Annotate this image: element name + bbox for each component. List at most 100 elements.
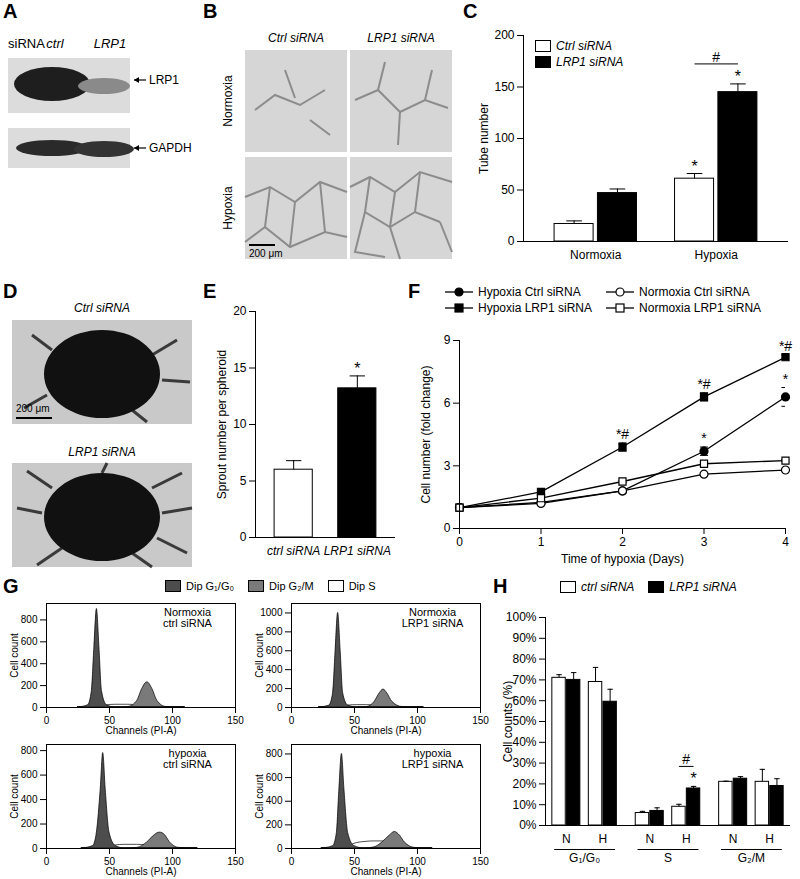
svg-text:0: 0	[508, 234, 515, 248]
svg-text:1: 1	[538, 535, 545, 549]
svg-text:9: 9	[444, 333, 451, 347]
svg-text:NormoxiaLRP1 siRNA: NormoxiaLRP1 siRNA	[402, 606, 464, 629]
svg-text:100%: 100%	[506, 610, 537, 624]
svg-text:Channels (PI-A): Channels (PI-A)	[350, 866, 421, 877]
svg-text:50: 50	[501, 183, 515, 197]
svg-text:0: 0	[44, 715, 50, 726]
svg-text:400: 400	[266, 795, 283, 806]
svg-text:40%: 40%	[512, 735, 536, 749]
svg-text:*: *	[701, 430, 707, 446]
svg-text:15: 15	[233, 361, 247, 375]
svg-text:Normoxiactrl siRNA: Normoxiactrl siRNA	[163, 606, 213, 629]
svg-text:Tube number: Tube number	[477, 103, 491, 174]
svg-text:Cell count: Cell count	[254, 774, 265, 819]
svg-text:150: 150	[494, 80, 514, 94]
svg-text:*#: *#	[616, 426, 629, 442]
svg-text:*: *	[354, 360, 360, 377]
svg-text:hypoxiaLRP1 siRNA: hypoxiaLRP1 siRNA	[402, 747, 464, 770]
svg-text:200: 200	[21, 818, 38, 829]
svg-text:N: N	[645, 832, 654, 846]
svg-text:*: *	[735, 68, 741, 85]
svg-text:0: 0	[32, 702, 38, 713]
svg-text:siRNA: siRNA	[8, 36, 45, 51]
svg-text:10: 10	[233, 417, 247, 431]
svg-text:LRP1 siRNA: LRP1 siRNA	[324, 544, 391, 558]
svg-text:150: 150	[227, 856, 244, 867]
svg-text:#: #	[682, 751, 690, 767]
svg-text:Ctrl siRNA: Ctrl siRNA	[74, 301, 130, 315]
svg-text:*#: *#	[779, 338, 792, 354]
svg-text:5: 5	[240, 474, 247, 488]
svg-text:Cell number (fold change): Cell number (fold change)	[419, 365, 433, 503]
svg-text:Ctrl siRNA: Ctrl siRNA	[268, 31, 324, 45]
svg-text:Normoxia: Normoxia	[570, 248, 622, 262]
svg-text:6: 6	[444, 396, 451, 410]
svg-text:Normoxia: Normoxia	[221, 75, 235, 127]
svg-text:200: 200	[494, 28, 514, 42]
svg-text:60%: 60%	[512, 694, 536, 708]
svg-text:600: 600	[21, 636, 38, 647]
svg-text:20%: 20%	[512, 777, 536, 791]
svg-text:H: H	[765, 832, 774, 846]
svg-text:100: 100	[494, 131, 514, 145]
svg-text:#: #	[712, 49, 720, 65]
svg-text:0: 0	[277, 843, 283, 854]
svg-text:90%: 90%	[512, 631, 536, 645]
svg-text:*: *	[783, 371, 789, 387]
svg-text:600: 600	[266, 645, 283, 656]
svg-text:200: 200	[266, 683, 283, 694]
svg-text:80%: 80%	[512, 652, 536, 666]
svg-text:2: 2	[619, 535, 626, 549]
svg-text:Cell count: Cell count	[9, 633, 20, 678]
svg-text:Sprout number per spheroid: Sprout number per spheroid	[215, 350, 229, 499]
svg-text:N: N	[562, 832, 571, 846]
svg-text:1000: 1000	[260, 607, 283, 618]
svg-text:3: 3	[701, 535, 708, 549]
svg-text:*: *	[690, 770, 696, 787]
svg-text:N: N	[729, 832, 738, 846]
svg-text:0: 0	[44, 856, 50, 867]
svg-text:150: 150	[472, 715, 489, 726]
svg-text:400: 400	[266, 664, 283, 675]
svg-text:200: 200	[21, 680, 38, 691]
svg-text:0: 0	[240, 530, 247, 544]
svg-text:4: 4	[782, 535, 789, 549]
svg-text:LRP1: LRP1	[149, 73, 179, 87]
svg-text:0: 0	[456, 535, 463, 549]
svg-text:400: 400	[21, 794, 38, 805]
svg-text:20: 20	[233, 304, 247, 318]
svg-text:Hypoxia: Hypoxia	[221, 186, 235, 230]
svg-text:*#: *#	[697, 376, 710, 392]
svg-text:70%: 70%	[512, 673, 536, 687]
svg-text:0: 0	[32, 843, 38, 854]
svg-text:Channels (PI-A): Channels (PI-A)	[105, 866, 176, 877]
svg-text:LRP1: LRP1	[94, 36, 127, 51]
svg-text:Hypoxia: Hypoxia	[695, 248, 739, 262]
svg-text:ctrl: ctrl	[46, 36, 64, 51]
svg-text:H: H	[599, 832, 608, 846]
svg-text:200: 200	[266, 819, 283, 830]
svg-text:LRP1 siRNA: LRP1 siRNA	[367, 31, 434, 45]
svg-text:0: 0	[277, 702, 283, 713]
svg-text:G₁/G₀: G₁/G₀	[569, 851, 600, 865]
svg-text:Channels (PI-A): Channels (PI-A)	[105, 725, 176, 736]
svg-text:800: 800	[266, 748, 283, 759]
svg-text:3: 3	[444, 459, 451, 473]
svg-text:0%: 0%	[519, 818, 537, 832]
svg-text:800: 800	[21, 614, 38, 625]
svg-text:600: 600	[21, 769, 38, 780]
svg-text:GAPDH: GAPDH	[149, 141, 192, 155]
svg-text:S: S	[664, 851, 672, 865]
svg-text:50%: 50%	[512, 714, 536, 728]
svg-text:0: 0	[444, 521, 451, 535]
svg-text:H: H	[682, 832, 691, 846]
svg-text:200 μm: 200 μm	[249, 248, 283, 259]
svg-text:30%: 30%	[512, 756, 536, 770]
svg-text:Cell counts (%): Cell counts (%)	[501, 681, 515, 762]
svg-text:10%: 10%	[512, 798, 536, 812]
svg-text:150: 150	[472, 856, 489, 867]
svg-text:0: 0	[289, 856, 295, 867]
svg-text:G₂/M: G₂/M	[738, 851, 765, 865]
svg-text:800: 800	[21, 745, 38, 756]
svg-text:800: 800	[266, 626, 283, 637]
